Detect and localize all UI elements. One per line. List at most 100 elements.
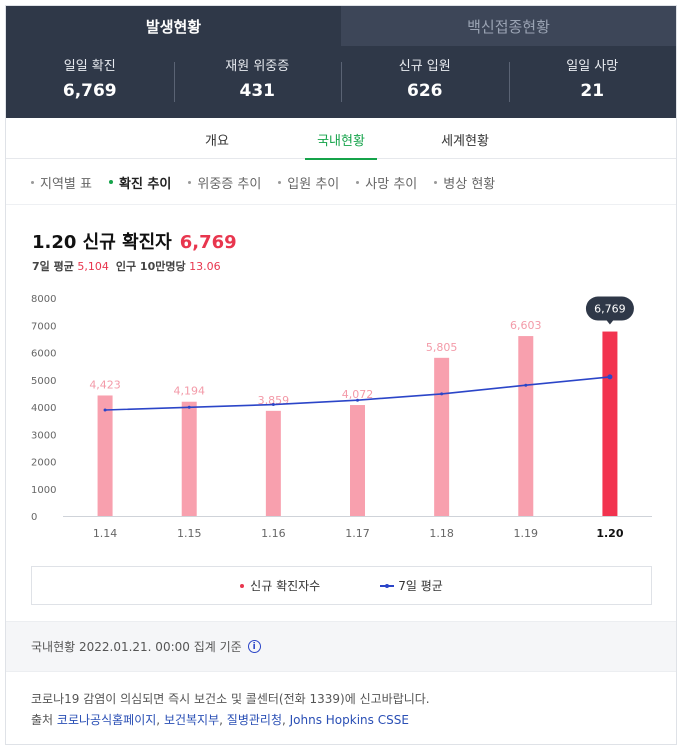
average-point <box>103 408 107 412</box>
filter-regional-table[interactable]: 지역별 표 <box>31 173 92 192</box>
x-tick-label: 1.18 <box>429 527 454 540</box>
bar <box>97 395 113 516</box>
tab-vaccination-status[interactable]: 백신접종현황 <box>341 6 676 46</box>
tab-outbreak-status[interactable]: 발생현황 <box>145 17 202 36</box>
legend-line-label: 7일 평균 <box>398 579 443 593</box>
filter-label: 사망 추이 <box>365 176 418 192</box>
notice-line: 코로나19 감염이 의심되면 즉시 보건소 및 콜센터(전화 1339)에 신고… <box>31 692 430 706</box>
stat-label: 일일 확진 <box>63 59 116 74</box>
tab-world[interactable]: 세계현황 <box>441 133 489 149</box>
bar <box>602 331 618 516</box>
source-link-kdca[interactable]: 질병관리청 <box>226 713 282 727</box>
legend-bar-marker-icon <box>240 583 245 588</box>
stat-label: 일일 사망 <box>566 59 619 74</box>
avg-label: 7일 평균 <box>32 260 74 273</box>
covid-status-card: 발생현황 백신접종현황 일일 확진 6,769 재원 위중증 431 신규 입원… <box>5 5 677 745</box>
info-icon[interactable]: i <box>247 640 261 653</box>
legend-line-marker-icon <box>380 583 395 588</box>
y-tick-label: 5000 <box>31 376 56 387</box>
filter-label: 확진 추이 <box>118 176 172 192</box>
bar <box>350 405 365 516</box>
source-label: 출처 <box>31 713 54 727</box>
chart-legend: 신규 확진자수 7일 평균 <box>31 566 652 605</box>
tab-domestic[interactable]: 국내현황 <box>279 119 403 160</box>
legend-item-bar[interactable]: 신규 확진자수 <box>240 577 320 594</box>
main-tabs: 발생현황 백신접종현황 <box>6 6 676 46</box>
source-link-kdca-home[interactable]: 코로나공식홈페이지 <box>56 713 157 727</box>
stat-daily-deaths: 일일 사망 21 <box>508 58 677 106</box>
tooltip-bubble <box>585 296 634 321</box>
y-tick-label: 4000 <box>31 403 56 414</box>
per-capita-label: 인구 10만명당 <box>115 260 186 273</box>
stats-row: 일일 확진 6,769 재원 위중증 431 신규 입원 626 일일 사망 2… <box>6 58 676 106</box>
source-link-jhu-csse[interactable]: Johns Hopkins CSSE <box>289 713 409 727</box>
average-point <box>607 374 613 380</box>
bar <box>434 357 450 516</box>
chart-subtitle: 7일 평균 5,104 인구 10만명당 13.06 <box>32 258 221 274</box>
filter-label: 지역별 표 <box>40 176 92 192</box>
filter-label: 위중증 추이 <box>197 176 262 192</box>
average-point <box>524 383 528 387</box>
filter-hospitalized-trend[interactable]: 입원 추이 <box>278 173 339 192</box>
y-tick-label: 6000 <box>31 349 56 360</box>
stat-critical: 재원 위중증 431 <box>173 58 342 106</box>
summary-header: 발생현황 백신접종현황 일일 확진 6,769 재원 위중증 431 신규 입원… <box>6 6 676 118</box>
tooltip-value-label: 6,769 <box>594 303 626 316</box>
y-tick-label: 3000 <box>31 430 56 441</box>
bullet-icon <box>278 180 282 184</box>
stat-value: 21 <box>580 81 605 101</box>
stat-new-hospitalized: 신규 입원 626 <box>341 58 509 106</box>
filter-bed-status[interactable]: 병상 현황 <box>434 173 495 192</box>
confirmed-trend-chart: 0 1000 2000 3000 4000 5000 6000 7000 8000 4,423 1.… <box>31 294 652 540</box>
chart-title-value: 6,769 <box>179 232 237 253</box>
stat-label: 재원 위중증 <box>225 59 290 74</box>
x-tick-label: 1.14 <box>93 527 118 540</box>
bar <box>265 410 281 516</box>
notice: 코로나19 감염이 의심되면 즉시 보건소 및 콜센터(전화 1339)에 신고… <box>31 689 430 731</box>
filter-confirmed-trend[interactable]: 확진 추이 <box>108 173 172 192</box>
data-basis-bar: 국내현황 2022.01.21. 00:00 집계 기준 i <box>6 621 676 672</box>
bar <box>181 401 197 516</box>
source-link-mohw[interactable]: 보건복지부 <box>163 713 220 727</box>
legend-bar-label: 신규 확진자수 <box>250 579 321 593</box>
bar-value-label: 5,805 <box>426 341 458 354</box>
filter-critical-trend[interactable]: 위중증 추이 <box>188 173 261 192</box>
bar <box>518 336 534 516</box>
y-tick-label: 0 <box>31 512 37 523</box>
filter-label: 입원 추이 <box>287 176 340 192</box>
average-point <box>271 403 275 407</box>
per-capita-value: 13.06 <box>189 260 221 273</box>
stat-daily-confirmed: 일일 확진 6,769 <box>6 58 174 106</box>
basis-text: 국내현황 2022.01.21. 00:00 집계 기준 <box>31 640 242 654</box>
y-tick-label: 2000 <box>31 458 56 469</box>
bullet-icon <box>31 180 34 184</box>
sub-tabs: 개요 국내현황 세계현황 <box>6 119 676 160</box>
y-tick-label: 1000 <box>31 485 56 496</box>
y-tick-label: 7000 <box>31 321 56 332</box>
filter-death-trend[interactable]: 사망 추이 <box>356 173 417 192</box>
bar-value-label: 4,194 <box>173 385 205 398</box>
bar-value-label: 4,072 <box>342 388 374 401</box>
chart-filters: 지역별 표 확진 추이 위중증 추이 입원 추이 사망 추이 병상 현황 <box>6 160 676 205</box>
chart-title-text: 1.20 신규 확진자 <box>32 232 172 253</box>
stat-label: 신규 입원 <box>398 59 451 74</box>
filter-label: 병상 현황 <box>443 176 496 192</box>
x-tick-label: 1.20 <box>596 527 623 540</box>
average-point <box>187 405 191 409</box>
tab-overview[interactable]: 개요 <box>205 133 229 149</box>
stat-value: 626 <box>407 81 443 101</box>
x-tick-label: 1.16 <box>261 527 286 540</box>
stat-value: 6,769 <box>62 81 117 101</box>
x-tick-label: 1.19 <box>514 527 539 540</box>
average-point <box>356 398 359 402</box>
bullet-icon <box>356 180 360 184</box>
bullet-icon <box>108 180 113 184</box>
source-line: 출처 코로나공식홈페이지, 보건복지부, 질병관리청, Johns Hopkin… <box>31 713 409 727</box>
x-tick-label: 1.17 <box>345 527 370 540</box>
x-tick-label: 1.15 <box>177 527 202 540</box>
chart-title: 1.20 신규 확진자 6,769 <box>32 228 237 254</box>
tooltip-pointer <box>605 319 614 325</box>
stat-value: 431 <box>239 81 276 101</box>
bar-value-label: 6,603 <box>510 319 542 332</box>
legend-item-line[interactable]: 7일 평균 <box>380 577 443 594</box>
